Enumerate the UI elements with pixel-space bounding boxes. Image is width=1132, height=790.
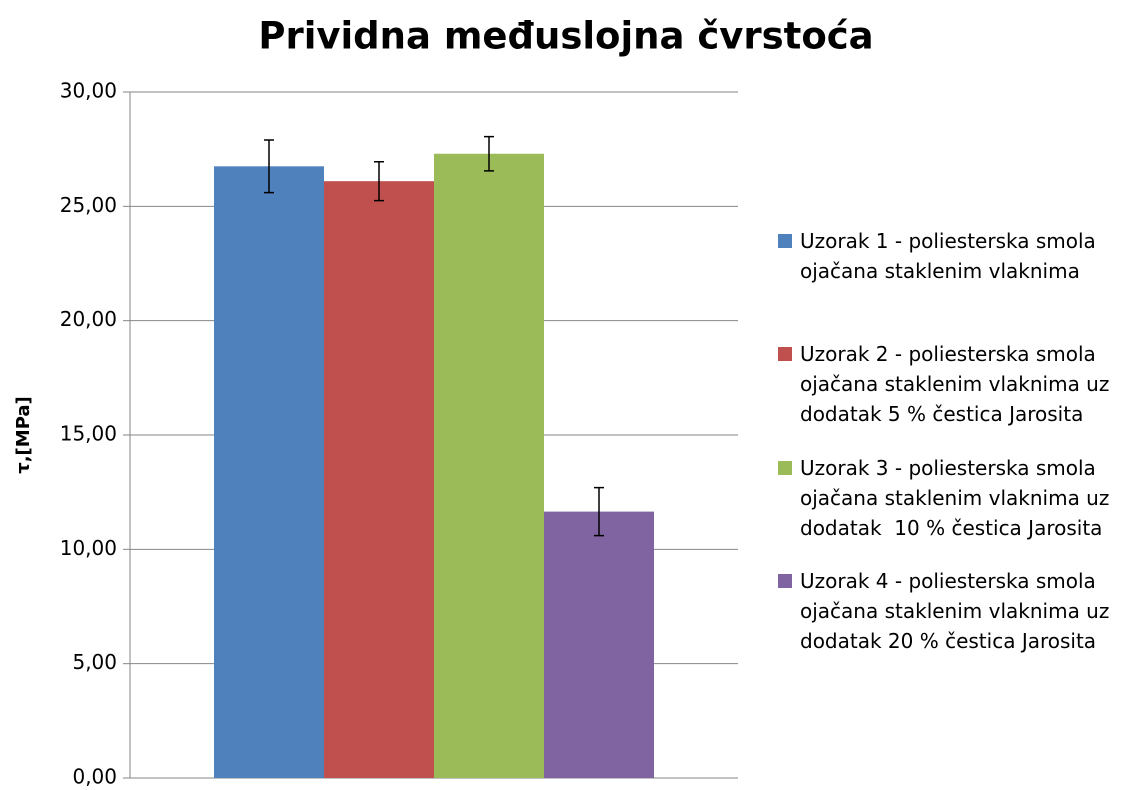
y-tick-label: 25,00: [60, 193, 117, 217]
chart-title: Prividna međuslojna čvrstoća: [258, 15, 873, 58]
y-tick-label: 0,00: [72, 765, 117, 789]
y-tick-label: 20,00: [60, 307, 117, 331]
y-axis-label: τ,[MPa]: [13, 396, 34, 474]
error-bar: [264, 139, 274, 194]
legend-swatch: [778, 574, 792, 588]
error-bar: [594, 486, 604, 537]
error-bar: [374, 160, 384, 202]
legend-swatch: [778, 234, 792, 248]
y-tick-label: 30,00: [60, 79, 117, 103]
error-bar: [484, 135, 494, 172]
bar: [214, 166, 324, 779]
y-tick-label: 5,00: [72, 650, 117, 674]
y-tick-label: 10,00: [60, 536, 117, 560]
legend-label: Uzorak 2 - poliesterska smola ojačana st…: [800, 342, 1116, 426]
legend-swatch: [778, 347, 792, 361]
legend-label: Uzorak 3 - poliesterska smola ojačana st…: [800, 456, 1116, 540]
legend-label: Uzorak 4 - poliesterska smola ojačana st…: [800, 569, 1116, 653]
y-tick-label: 15,00: [60, 422, 117, 446]
legend-label: Uzorak 1 - poliesterska smola ojačana st…: [800, 229, 1103, 283]
bar: [434, 153, 544, 779]
legend-swatch: [778, 461, 792, 475]
bar: [544, 511, 654, 778]
bar: [324, 181, 434, 778]
